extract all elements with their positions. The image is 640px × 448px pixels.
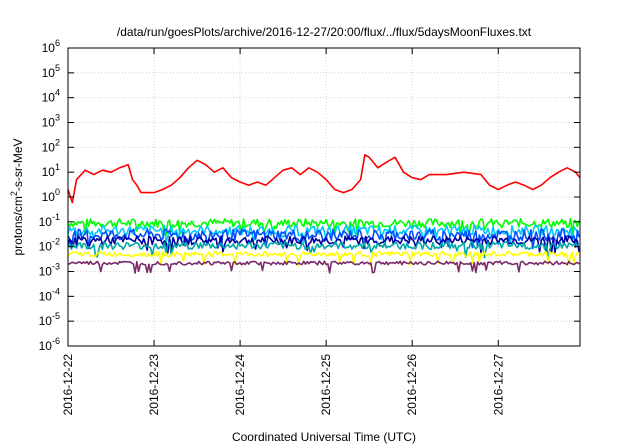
y-axis-label-rest: -s-sr-MeV xyxy=(11,138,25,191)
series-line xyxy=(67,250,580,267)
y-tick-label: 10-2 xyxy=(39,237,60,254)
series-line xyxy=(67,217,580,237)
series-line xyxy=(67,260,580,274)
y-tick-label: 10-3 xyxy=(39,262,60,279)
y-tick-label: 106 xyxy=(42,38,60,55)
y-tick-label: 100 xyxy=(42,187,60,204)
y-tick-label: 101 xyxy=(42,162,60,179)
x-tick-label: 2016-12-26 xyxy=(405,354,419,416)
y-tick-label: 10-5 xyxy=(39,311,60,328)
y-axis-label: protons/cm2-s-sr-MeV xyxy=(9,138,25,255)
series-line xyxy=(67,154,581,204)
series-line xyxy=(67,241,580,259)
y-axis: 10-6 10-5 10-4 10-3 10-2 10-1 100 101 102 103 104 1… xyxy=(39,38,580,353)
x-tick-label: 2016-12-23 xyxy=(147,354,161,416)
x-axis-label: Coordinated Universal Time (UTC) xyxy=(232,430,416,444)
y-axis-label-base: protons/cm xyxy=(11,196,25,255)
y-tick-label: 105 xyxy=(42,63,60,80)
chart-title: /data/run/goesPlots/archive/2016-12-27/2… xyxy=(117,25,532,39)
y-tick-label: 10-6 xyxy=(39,336,60,353)
series-line xyxy=(67,235,580,254)
y-tick-label: 104 xyxy=(42,88,60,105)
series-line xyxy=(67,228,580,250)
x-tick-label: 2016-12-25 xyxy=(319,354,333,416)
y-tick-label: 102 xyxy=(42,137,60,154)
y-tick-label: 10-1 xyxy=(39,212,60,229)
grid-lines xyxy=(68,48,580,346)
y-tick-label: 10-4 xyxy=(39,286,60,303)
y-tick-label: 103 xyxy=(42,113,60,130)
x-axis: 2016-12-22 2016-12-23 2016-12-24 2016-12-25… xyxy=(61,48,505,415)
x-tick-label: 2016-12-24 xyxy=(233,354,247,416)
x-tick-label: 2016-12-27 xyxy=(491,354,505,416)
y-axis-label-sup: 2 xyxy=(9,191,19,196)
x-tick-label: 2016-12-22 xyxy=(61,354,75,416)
series-group xyxy=(67,154,581,274)
series-line xyxy=(67,224,580,245)
